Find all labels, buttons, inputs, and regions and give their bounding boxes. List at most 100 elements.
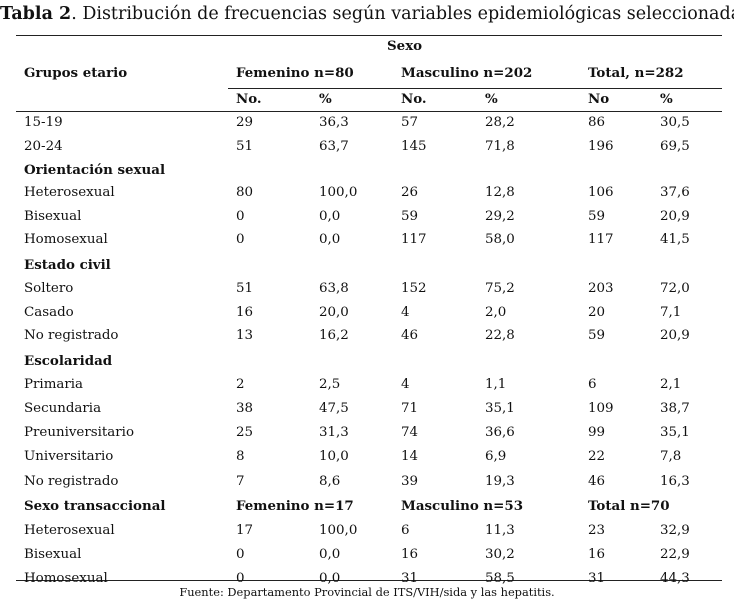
header-mas-no: No. [401, 91, 427, 107]
cell-fem-pct: 100,0 [319, 185, 358, 200]
subheader-label: Sexo transaccional [24, 498, 166, 514]
cell-tot-no: 31 [588, 571, 606, 586]
subheader-total: Total n=70 [588, 498, 670, 514]
cell-mas-pct: 75,2 [485, 281, 515, 296]
cell-label: Heterosexual [24, 523, 115, 538]
cell-tot-no: 196 [588, 139, 614, 154]
subheader-masculino: Masculino n=53 [401, 498, 524, 514]
bottom-rule [16, 580, 722, 581]
cell-mas-pct: 11,3 [485, 523, 515, 538]
cell-mas-no: 145 [401, 139, 427, 154]
cell-fem-no: 17 [236, 523, 254, 538]
header-masculino: Masculino n=202 [401, 65, 533, 81]
cell-fem-no: 13 [236, 328, 254, 343]
cell-mas-pct: 58,0 [485, 232, 515, 247]
cell-tot-pct: 22,9 [660, 547, 690, 562]
cell-tot-no: 99 [588, 425, 606, 440]
subheader-femenino: Femenino n=17 [236, 498, 354, 514]
cell-tot-pct: 37,6 [660, 185, 690, 200]
cell-label: Preuniversitario [24, 425, 135, 440]
cell-tot-pct: 20,9 [660, 328, 690, 343]
cell-label: Universitario [24, 449, 114, 464]
cell-fem-pct: 16,2 [319, 328, 349, 343]
cell-fem-pct: 2,5 [319, 377, 341, 392]
cell-fem-pct: 10,0 [319, 449, 349, 464]
cell-fem-pct: 20,0 [319, 305, 349, 320]
source-note: Fuente: Departamento Provincial de ITS/V… [179, 585, 555, 599]
cell-mas-no: 16 [401, 547, 419, 562]
cell-label: Primaria [24, 377, 84, 392]
cell-mas-no: 117 [401, 232, 427, 247]
cell-mas-pct: 6,9 [485, 449, 507, 464]
header-total: Total, n=282 [588, 65, 684, 81]
cell-mas-no: 152 [401, 281, 427, 296]
cell-fem-no: 7 [236, 474, 245, 489]
section-label: Orientación sexual [24, 162, 166, 178]
cell-mas-no: 31 [401, 571, 419, 586]
cell-fem-pct: 63,7 [319, 139, 349, 154]
cell-label: No registrado [24, 328, 119, 343]
header-fem-pct: % [319, 91, 332, 107]
cell-tot-no: 59 [588, 328, 606, 343]
cell-tot-no: 106 [588, 185, 614, 200]
cell-label: Homosexual [24, 571, 108, 586]
cell-tot-no: 117 [588, 232, 614, 247]
cell-mas-pct: 71,8 [485, 139, 515, 154]
cell-tot-no: 23 [588, 523, 606, 538]
cell-mas-pct: 35,1 [485, 401, 515, 416]
cell-tot-no: 109 [588, 401, 614, 416]
top-rule [16, 35, 722, 36]
cell-mas-no: 4 [401, 305, 410, 320]
cell-fem-no: 0 [236, 232, 245, 247]
cell-mas-pct: 28,2 [485, 115, 515, 130]
header-grupos-etario: Grupos etario [24, 65, 128, 81]
cell-fem-no: 0 [236, 547, 245, 562]
section-label: Estado civil [24, 257, 111, 273]
cell-mas-no: 46 [401, 328, 419, 343]
cell-fem-pct: 63,8 [319, 281, 349, 296]
cell-fem-pct: 0,0 [319, 571, 341, 586]
cell-fem-pct: 0,0 [319, 547, 341, 562]
cell-label: 20-24 [24, 139, 63, 154]
cell-label: Bisexual [24, 547, 82, 562]
cell-mas-no: 57 [401, 115, 419, 130]
cell-mas-no: 26 [401, 185, 419, 200]
cell-mas-no: 74 [401, 425, 419, 440]
cell-tot-pct: 38,7 [660, 401, 690, 416]
cell-tot-pct: 35,1 [660, 425, 690, 440]
cell-tot-pct: 41,5 [660, 232, 690, 247]
cell-tot-pct: 7,1 [660, 305, 682, 320]
cell-label: Secundaria [24, 401, 102, 416]
cell-mas-pct: 2,0 [485, 305, 507, 320]
cell-mas-pct: 22,8 [485, 328, 515, 343]
cell-tot-no: 59 [588, 209, 606, 224]
section-label: Escolaridad [24, 353, 113, 369]
cell-mas-pct: 36,6 [485, 425, 515, 440]
cell-mas-no: 6 [401, 523, 410, 538]
cell-tot-no: 86 [588, 115, 606, 130]
cell-mas-pct: 30,2 [485, 547, 515, 562]
cell-fem-pct: 100,0 [319, 523, 358, 538]
cell-fem-no: 0 [236, 571, 245, 586]
cell-fem-no: 2 [236, 377, 245, 392]
cell-tot-pct: 72,0 [660, 281, 690, 296]
cell-fem-pct: 0,0 [319, 209, 341, 224]
cell-tot-no: 46 [588, 474, 606, 489]
cell-tot-pct: 30,5 [660, 115, 690, 130]
cell-tot-pct: 32,9 [660, 523, 690, 538]
cell-tot-no: 203 [588, 281, 614, 296]
cell-mas-no: 39 [401, 474, 419, 489]
header-fem-no: No. [236, 91, 262, 107]
cell-fem-no: 51 [236, 139, 254, 154]
sexo-rule [228, 88, 722, 89]
cell-mas-pct: 58,5 [485, 571, 515, 586]
cell-label: Heterosexual [24, 185, 115, 200]
cell-fem-no: 51 [236, 281, 254, 296]
cell-tot-pct: 2,1 [660, 377, 682, 392]
cell-tot-pct: 20,9 [660, 209, 690, 224]
cell-mas-pct: 29,2 [485, 209, 515, 224]
cell-fem-pct: 47,5 [319, 401, 349, 416]
cell-fem-no: 0 [236, 209, 245, 224]
table-title-text: . Distribución de frecuencias según vari… [71, 4, 734, 24]
cell-tot-pct: 16,3 [660, 474, 690, 489]
